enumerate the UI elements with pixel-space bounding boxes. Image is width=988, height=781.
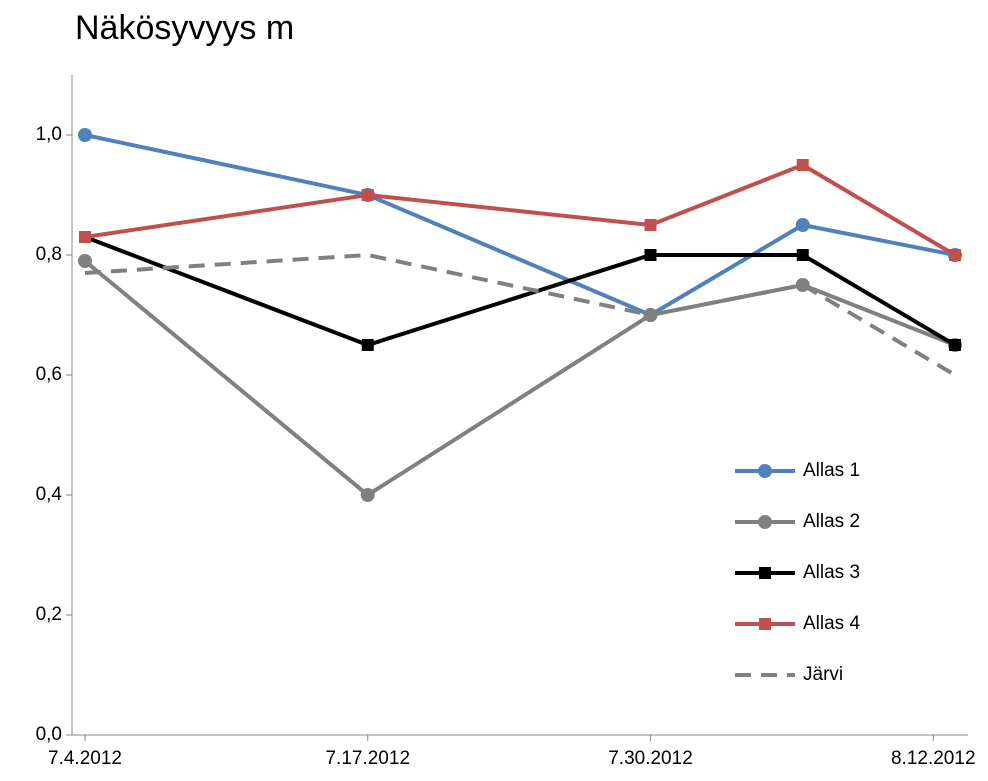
marker (795, 218, 810, 232)
series-line (84, 235, 957, 348)
marker (758, 464, 772, 478)
x-tick-label: 7.30.2012 (608, 748, 693, 769)
marker (949, 249, 961, 261)
legend-label: Allas 4 (803, 613, 860, 634)
x-tick-label: 7.17.2012 (325, 748, 410, 769)
y-tick-label: 1,0 (36, 124, 62, 145)
series-line (84, 162, 957, 257)
marker (796, 159, 809, 171)
marker (360, 488, 375, 502)
marker (361, 189, 374, 201)
y-tick-label: 0,2 (36, 604, 62, 625)
x-tick-label: 7.4.2012 (48, 748, 122, 769)
x-tick-label: 8.12.2012 (891, 748, 976, 769)
legend-label: Allas 1 (803, 460, 860, 481)
marker (759, 618, 771, 630)
legend-label: Allas 2 (803, 511, 860, 532)
y-tick-label: 0,4 (36, 484, 63, 505)
marker (759, 567, 771, 579)
chart-title: Näkösyvyys m (75, 9, 294, 47)
series-line (84, 252, 957, 377)
marker (79, 231, 91, 243)
marker (361, 339, 374, 351)
marker (78, 254, 92, 268)
y-tick-label: 0,6 (36, 364, 62, 385)
marker (949, 339, 961, 351)
y-tick-label: 0,0 (36, 724, 62, 745)
y-tick-label: 0,8 (36, 244, 62, 265)
marker (644, 219, 657, 231)
marker (78, 128, 92, 142)
legend-label: Järvi (803, 664, 843, 685)
marker (796, 249, 809, 261)
marker (644, 249, 657, 261)
marker (758, 515, 772, 529)
legend-label: Allas 3 (803, 562, 860, 583)
